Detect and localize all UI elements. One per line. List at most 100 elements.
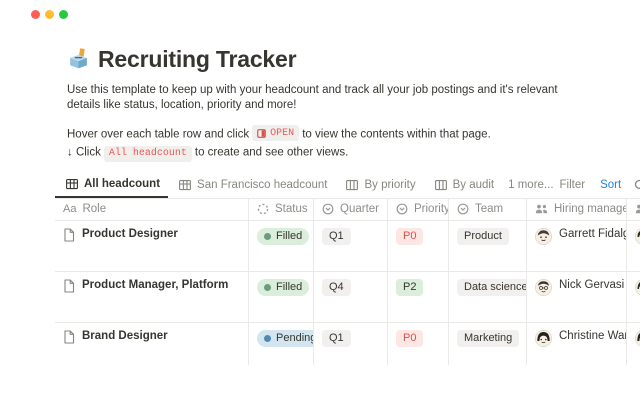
quarter-pill: Q4 [322,278,351,296]
status-pill: Filled [257,227,310,245]
select-icon [457,203,469,215]
status-spinner-icon [257,203,269,215]
cell-quarter[interactable]: Q1 [314,322,388,365]
avatar [535,278,552,296]
people-icon [535,203,548,215]
table-row[interactable]: Brand Designer Pending Q1 P0 Marketing [55,322,640,366]
avatar [535,329,552,347]
table-icon [179,179,191,191]
page-instructions: Hover over each table row and click OPEN t… [67,125,640,162]
cell-quarter[interactable]: Q4 [314,271,388,322]
team-pill: Marketing [457,329,520,347]
tab-label: All headcount [84,178,161,190]
column-header-hiring-manager[interactable]: Hiring manager [527,198,627,220]
cell-hiring-manager[interactable]: Nick Gervasi [527,271,627,322]
status-pill: Filled [257,278,310,296]
page-content: Recruiting Tracker Use this template to … [55,46,640,366]
tab-label: San Francisco headcount [197,179,328,191]
cell-priority[interactable]: P0 [388,322,449,365]
page-doc-icon [63,278,75,293]
window-controls [31,10,68,19]
instruction-text: Hover over each table row and click [67,128,250,141]
search-icon [635,179,640,189]
cell-team[interactable]: Marketing [449,322,527,365]
column-header-status[interactable]: Status [249,198,314,220]
table-icon [66,178,78,190]
cell-status[interactable]: Pending [249,322,314,365]
tab-by-priority[interactable]: By priority [335,173,423,198]
table-header-row: Aa Role Status Quarter [55,198,640,221]
search-button[interactable] [634,179,640,192]
tab-san-francisco-headcount[interactable]: San Francisco headcount [168,173,335,198]
cell-recruiter[interactable] [627,221,640,271]
quarter-pill: Q1 [322,329,351,347]
instruction-text: ↓ Click [67,146,101,158]
select-icon [396,203,408,215]
quarter-pill: Q1 [322,227,351,245]
cell-team[interactable]: Product [449,220,527,271]
page-doc-icon [63,329,75,344]
open-badge: OPEN [252,125,300,141]
table-row[interactable]: Product Designer Filled Q1 P0 Product [55,220,640,272]
cell-role[interactable]: Brand Designer [55,322,249,365]
close-window-button[interactable] [31,10,40,19]
page-title: Recruiting Tracker [98,46,297,72]
instruction-line-1: Hover over each table row and click OPEN t… [67,125,640,142]
person-name: Christine Wang [559,329,626,342]
person-name: Garrett Fidalgo [559,227,626,240]
select-icon [322,203,334,215]
cell-priority[interactable]: P0 [388,220,449,271]
cell-team[interactable]: Data science [449,271,527,322]
column-header-quarter[interactable]: Quarter [314,198,388,220]
table-row[interactable]: Product Manager, Platform Filled Q4 P2 D… [55,271,640,323]
board-icon [434,179,447,191]
cell-recruiter[interactable] [627,272,640,322]
page-viewport: Recruiting Tracker Use this template to … [31,10,640,366]
view-tabs-bar: All headcount San Francisco headcount By… [55,173,640,199]
avatar [635,279,640,296]
headcount-table: Aa Role Status Quarter [55,198,640,366]
cell-hiring-manager[interactable]: Garrett Fidalgo [527,220,627,271]
filter-button[interactable]: Filter [559,179,586,191]
cell-status[interactable]: Filled [249,220,314,271]
cell-status[interactable]: Filled [249,271,314,322]
page-doc-icon [63,227,75,242]
column-header-priority[interactable]: Priority [388,198,449,220]
avatar [535,227,552,245]
tab-label: By audit [452,179,495,191]
more-views-button[interactable]: 1 more... [508,179,554,191]
cell-role[interactable]: Product Designer [55,220,249,271]
minimize-window-button[interactable] [45,10,54,19]
side-peek-icon [257,128,267,138]
status-pill: Pending [257,329,313,347]
cell-recruiter[interactable] [627,323,640,366]
cell-priority[interactable]: P2 [388,271,449,322]
team-pill: Product [457,227,509,245]
avatar [635,330,640,347]
page-header: Recruiting Tracker [67,46,640,73]
priority-pill: P2 [396,278,424,296]
sort-button[interactable]: Sort [600,179,622,191]
ballot-box-icon [67,48,90,71]
column-header-team[interactable]: Team [449,198,527,220]
column-header-recruiter[interactable] [627,199,640,220]
zoom-window-button[interactable] [59,10,68,19]
priority-pill: P0 [396,329,424,347]
instruction-line-2: ↓ Click All headcount to create and see ot… [67,145,640,162]
cell-quarter[interactable]: Q1 [314,220,388,271]
all-headcount-badge: All headcount [103,145,192,162]
column-header-role[interactable]: Aa Role [55,198,249,220]
instruction-text: to view the contents within that page. [302,128,491,141]
cell-hiring-manager[interactable]: Christine Wang [527,322,627,365]
avatar [635,228,640,245]
team-pill: Data science [457,278,526,296]
status-dot [264,334,271,342]
page-description: Use this template to keep up with your h… [67,84,558,111]
tab-by-audit[interactable]: By audit [424,173,503,198]
status-dot [264,283,271,291]
cell-role[interactable]: Product Manager, Platform [55,271,249,322]
people-icon [635,203,640,215]
priority-pill: P0 [396,227,424,245]
tab-all-headcount[interactable]: All headcount [55,173,169,198]
